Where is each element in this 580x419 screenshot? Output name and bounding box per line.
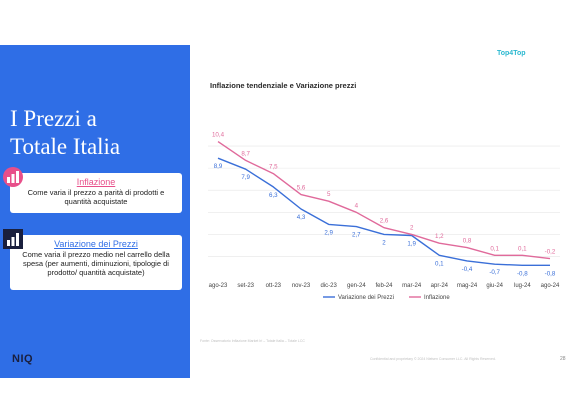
panel-title: I Prezzi a Totale Italia xyxy=(10,106,121,159)
data-label: -0,8 xyxy=(517,270,528,277)
data-label: 0,1 xyxy=(435,260,444,267)
x-tick-label: gen-24 xyxy=(347,283,366,289)
left-panel: I Prezzi a Totale Italia Inflazione Come… xyxy=(0,45,190,378)
legend: Variazione dei Prezzi Inflazione xyxy=(323,295,450,301)
data-label: 10,4 xyxy=(212,132,225,139)
variazione-prezzi-card-body: Come varia il prezzo medio nel carrello … xyxy=(22,250,170,277)
data-label: 0,8 xyxy=(463,238,472,245)
brand-logo: Top4Top xyxy=(497,50,526,57)
data-label: 2,9 xyxy=(324,229,333,236)
data-label: 5 xyxy=(327,191,331,198)
data-label: 1,2 xyxy=(435,233,444,240)
x-tick-label: nov-23 xyxy=(292,283,311,289)
data-label: 1,9 xyxy=(407,240,416,247)
inflation-chart-icon xyxy=(3,167,23,187)
data-label: 0,1 xyxy=(518,245,527,252)
x-tick-label: mar-24 xyxy=(402,283,422,289)
data-label: 2 xyxy=(410,224,414,231)
legend-label: Inflazione xyxy=(424,295,450,301)
price-change-chart-icon xyxy=(3,229,23,249)
niq-logo: NIQ xyxy=(12,353,34,365)
copyright-footer: Confidential and proprietary © 2024 Niel… xyxy=(370,357,496,361)
data-label: 2,7 xyxy=(352,232,361,239)
data-label: 4 xyxy=(355,202,359,209)
x-tick-label: ott-23 xyxy=(266,283,282,289)
series-lines xyxy=(217,141,551,267)
x-tick-label: set-23 xyxy=(237,283,254,289)
page-number: 28 xyxy=(560,356,566,362)
inflazione-card: Inflazione Come varia il prezzo a parità… xyxy=(3,167,182,213)
line-chart: 8,9 7,9 6,3 4,3 2,9 2,7 2 1,9 0,1 -0,4 -0,7 -0,8 -0,… xyxy=(208,132,560,301)
variazione-prezzi-card: Variazione dei Prezzi Come varia il prez… xyxy=(3,229,182,290)
data-label: 5,6 xyxy=(297,185,306,192)
x-tick-label: mag-24 xyxy=(457,283,478,289)
x-tick-label: apr-24 xyxy=(431,283,449,289)
inflazione-card-title: Inflazione xyxy=(76,177,116,187)
x-axis-ticks: ago-23 set-23 ott-23 nov-23 dic-23 gen-24 feb-… xyxy=(209,283,560,289)
chart-title: Inflazione tendenziale e Variazione prez… xyxy=(210,81,357,90)
data-label: 8,7 xyxy=(241,150,250,157)
data-labels: 8,9 7,9 6,3 4,3 2,9 2,7 2 1,9 0,1 -0,4 -0,7 -0,8 -0,… xyxy=(212,132,556,278)
grid-lines xyxy=(208,145,560,257)
variazione-prezzi-card-title: Variazione dei Prezzi xyxy=(54,239,138,249)
data-label: 7,5 xyxy=(269,164,278,171)
source-footnote: Fonte: Osservatorio Inflazione Market Ir… xyxy=(200,339,305,343)
data-label: -0,7 xyxy=(489,269,500,276)
series-line-0 xyxy=(217,157,550,267)
data-label: -0,8 xyxy=(545,270,556,277)
data-label: 2 xyxy=(382,239,386,246)
x-tick-label: giu-24 xyxy=(486,283,503,289)
data-label: 6,3 xyxy=(269,192,278,199)
series-line-1 xyxy=(217,141,551,260)
slide: I Prezzi a Totale Italia Inflazione Come… xyxy=(0,45,580,378)
inflazione-card-body: Come varia il prezzo a parità di prodott… xyxy=(27,188,165,206)
data-label: -0,4 xyxy=(462,266,473,273)
x-tick-label: ago-24 xyxy=(541,283,560,289)
data-label: 4,3 xyxy=(297,214,306,221)
x-tick-label: ago-23 xyxy=(209,283,228,289)
data-label: 7,9 xyxy=(241,174,250,181)
x-tick-label: lug-24 xyxy=(514,283,531,289)
data-label: -0,2 xyxy=(545,249,556,256)
x-tick-label: dic-23 xyxy=(320,283,337,289)
legend-label: Variazione dei Prezzi xyxy=(338,295,394,301)
data-label: 2,6 xyxy=(380,218,389,225)
data-label: 8,9 xyxy=(214,163,223,170)
x-tick-label: feb-24 xyxy=(375,283,393,289)
data-label: 0,1 xyxy=(490,245,499,252)
